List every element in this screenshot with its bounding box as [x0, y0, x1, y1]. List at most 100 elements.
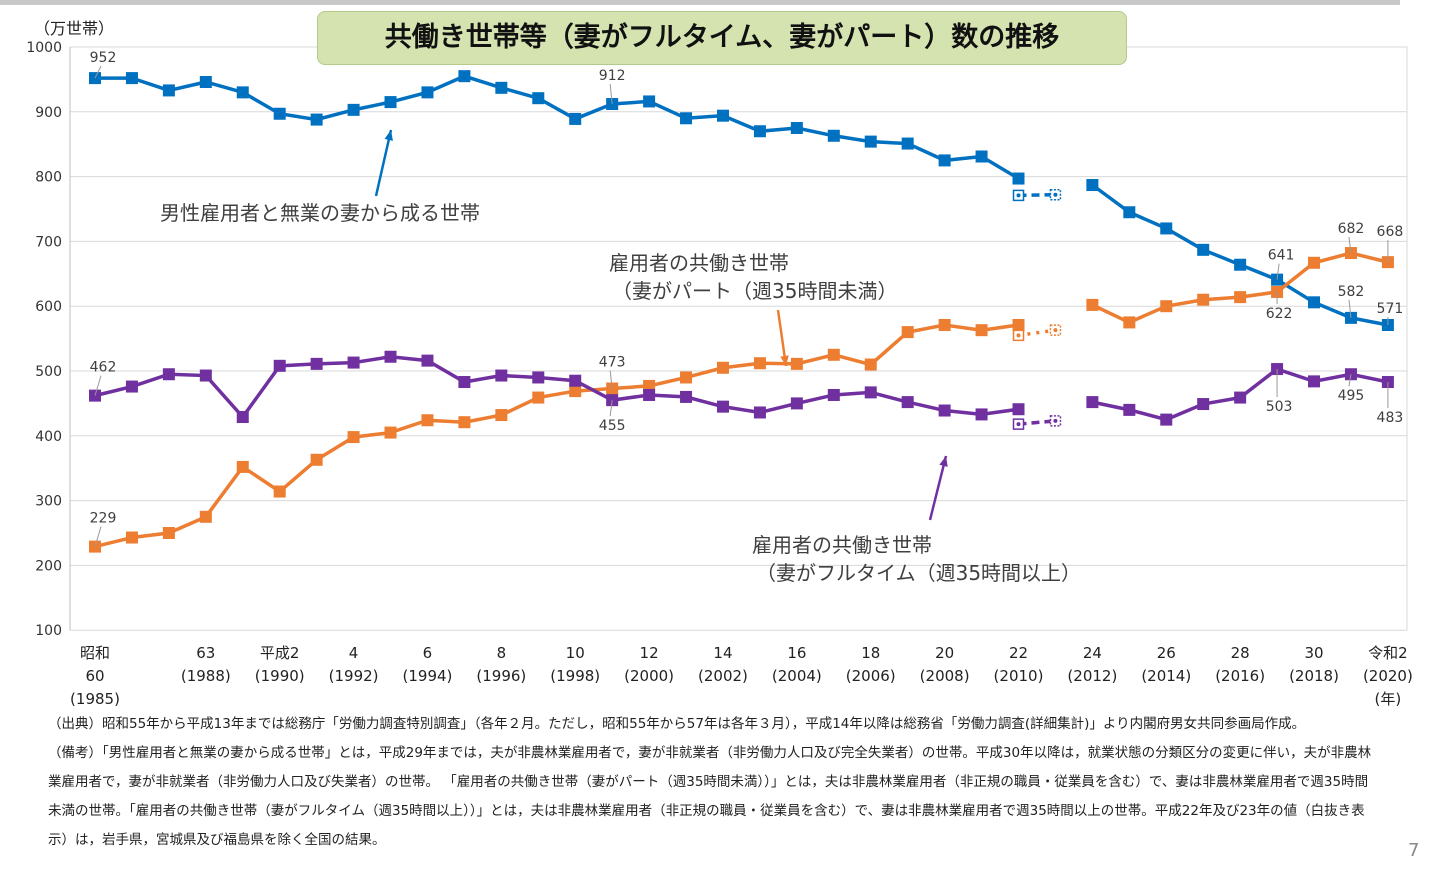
data-label-leader: [609, 370, 613, 389]
data-point: [384, 426, 397, 439]
data-point: [495, 369, 508, 382]
x-tick-label: (2012): [1067, 667, 1117, 685]
data-point: [643, 379, 656, 392]
x-tick-label: 30: [1304, 644, 1323, 662]
data-point: [310, 357, 323, 370]
x-tick-label: 平成2: [260, 644, 300, 662]
data-point: [864, 358, 877, 371]
data-point: [199, 510, 212, 523]
data-label-leader: [1348, 299, 1352, 318]
y-tick-label: 600: [35, 299, 62, 315]
data-point: [236, 460, 249, 473]
data-label-leader: [94, 526, 102, 547]
data-point: [753, 125, 766, 138]
x-tick-label: 26: [1157, 644, 1176, 662]
data-label-leader: [94, 65, 102, 79]
data-point: [273, 359, 286, 372]
data-label: 582: [1338, 284, 1365, 300]
x-tick-label: 63: [196, 644, 215, 662]
data-label: 229: [90, 511, 117, 527]
data-point: [532, 371, 545, 384]
data-point: [938, 154, 951, 167]
data-point: [1160, 300, 1173, 313]
data-point: [347, 103, 360, 116]
x-tick-label: 6: [423, 644, 433, 662]
x-tick-label: (1998): [550, 667, 600, 685]
data-point: [975, 408, 988, 421]
data-label: 571: [1377, 301, 1404, 317]
data-point: [1086, 298, 1099, 311]
data-point: [458, 416, 471, 429]
data-point: [1197, 243, 1210, 256]
data-point: [716, 361, 729, 374]
data-point: [125, 380, 138, 393]
x-tick-label: 令和2: [1368, 644, 1408, 662]
x-tick-label: (1992): [329, 667, 379, 685]
x-tick-label: (2014): [1141, 667, 1191, 685]
x-tick-label: (2010): [994, 667, 1044, 685]
annotation-arrow: [374, 129, 393, 197]
data-label: 641: [1268, 248, 1295, 264]
data-label-leader: [94, 375, 102, 396]
series-1: 229 473 622 682 668: [89, 221, 1403, 553]
arrowhead-icon: [384, 130, 393, 141]
x-tick-label: 28: [1231, 644, 1250, 662]
data-label-leader: [1348, 237, 1352, 254]
series-line: [94, 323, 1019, 549]
data-point: [1234, 391, 1247, 404]
data-point: [643, 95, 656, 108]
x-tick-label: 24: [1083, 644, 1102, 662]
data-label: 668: [1377, 224, 1404, 240]
x-tick-label: (2008): [920, 667, 970, 685]
series-annotation-label: （妻がパート（週35時間未満）: [612, 279, 897, 303]
data-point: [1012, 403, 1025, 416]
series-line: [94, 354, 1019, 420]
data-point: [532, 391, 545, 404]
remarks-note: （備考）「男性雇用者と無業の妻から成る世帯」とは，平成29年までは，夫が非農林業…: [48, 745, 1372, 848]
data-label: 912: [599, 68, 626, 84]
y-tick-label: 900: [35, 105, 62, 121]
data-label: 462: [90, 360, 117, 376]
series-line: [95, 74, 1020, 181]
data-point: [347, 431, 360, 444]
x-tick-label: (2004): [772, 667, 822, 685]
excluded-data-point-dot: [1016, 193, 1021, 198]
data-point: [864, 135, 877, 148]
data-point: [901, 396, 914, 409]
data-point: [1086, 396, 1099, 409]
series-0: 952 912 641 582 571: [89, 50, 1403, 331]
data-point: [680, 112, 693, 125]
excluded-data-point-dot: [1053, 192, 1058, 197]
data-point: [458, 376, 471, 389]
data-point: [1086, 179, 1099, 192]
data-point: [1308, 256, 1321, 269]
x-tick-label: (2006): [846, 667, 896, 685]
data-point: [532, 92, 545, 105]
x-tick-label: (2020): [1363, 667, 1413, 685]
x-tick-label: 10: [566, 644, 585, 662]
data-point: [569, 374, 582, 387]
data-label: 622: [1266, 306, 1293, 322]
data-label: 483: [1377, 410, 1404, 426]
data-point: [310, 113, 323, 126]
data-point: [236, 86, 249, 99]
data-point: [790, 397, 803, 410]
data-point: [790, 122, 803, 134]
data-point: [753, 357, 766, 370]
data-point: [199, 75, 212, 88]
x-tick-label: (1988): [181, 667, 231, 685]
y-tick-label: 300: [35, 494, 62, 510]
data-point: [1308, 375, 1321, 388]
data-label-leader: [609, 83, 613, 105]
x-tick-label: (2002): [698, 667, 748, 685]
data-point: [1308, 296, 1321, 309]
data-label-leader: [1348, 374, 1352, 387]
data-point: [384, 350, 397, 363]
excluded-data-point-dot: [1053, 328, 1058, 333]
data-point: [310, 453, 323, 466]
data-point: [716, 400, 729, 413]
y-tick-label: 1000: [26, 40, 62, 56]
data-point: [901, 326, 914, 339]
excluded-line: [1018, 192, 1056, 198]
excluded-line: [1018, 419, 1056, 426]
